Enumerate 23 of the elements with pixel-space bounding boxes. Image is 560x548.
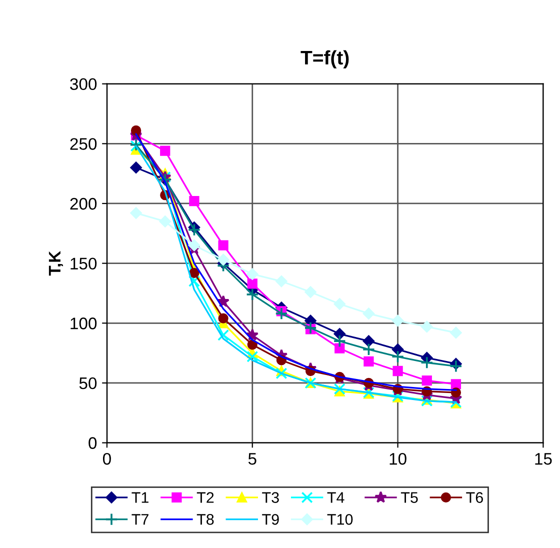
legend-label: T4 xyxy=(327,492,344,503)
legend-label: T9 xyxy=(262,514,279,525)
legend-label: T7 xyxy=(132,514,148,525)
x-tick-label: 0 xyxy=(102,452,111,465)
chart-title: T=f(t) xyxy=(300,50,349,68)
y-axis-title: T,K xyxy=(48,250,63,276)
y-tick-label: 150 xyxy=(70,258,97,270)
legend-label: T5 xyxy=(400,492,418,503)
y-tick-label: 100 xyxy=(70,318,97,330)
y-tick-label: 200 xyxy=(70,198,97,210)
x-tick-label: 10 xyxy=(390,452,406,465)
x-tick-label: 15 xyxy=(535,453,552,465)
legend-label: T3 xyxy=(262,492,279,503)
legend-label: T10 xyxy=(327,514,353,525)
y-tick-label: 0 xyxy=(88,437,97,449)
y-tick-label: 250 xyxy=(70,138,97,150)
y-tick-label: 50 xyxy=(79,377,97,390)
x-tick-label: 5 xyxy=(248,453,256,465)
legend-label: T1 xyxy=(132,492,148,503)
y-tick-label: 300 xyxy=(70,78,97,90)
legend-label: T2 xyxy=(196,492,214,503)
legend-label: T6 xyxy=(466,492,483,503)
legend-label: T8 xyxy=(196,514,214,525)
